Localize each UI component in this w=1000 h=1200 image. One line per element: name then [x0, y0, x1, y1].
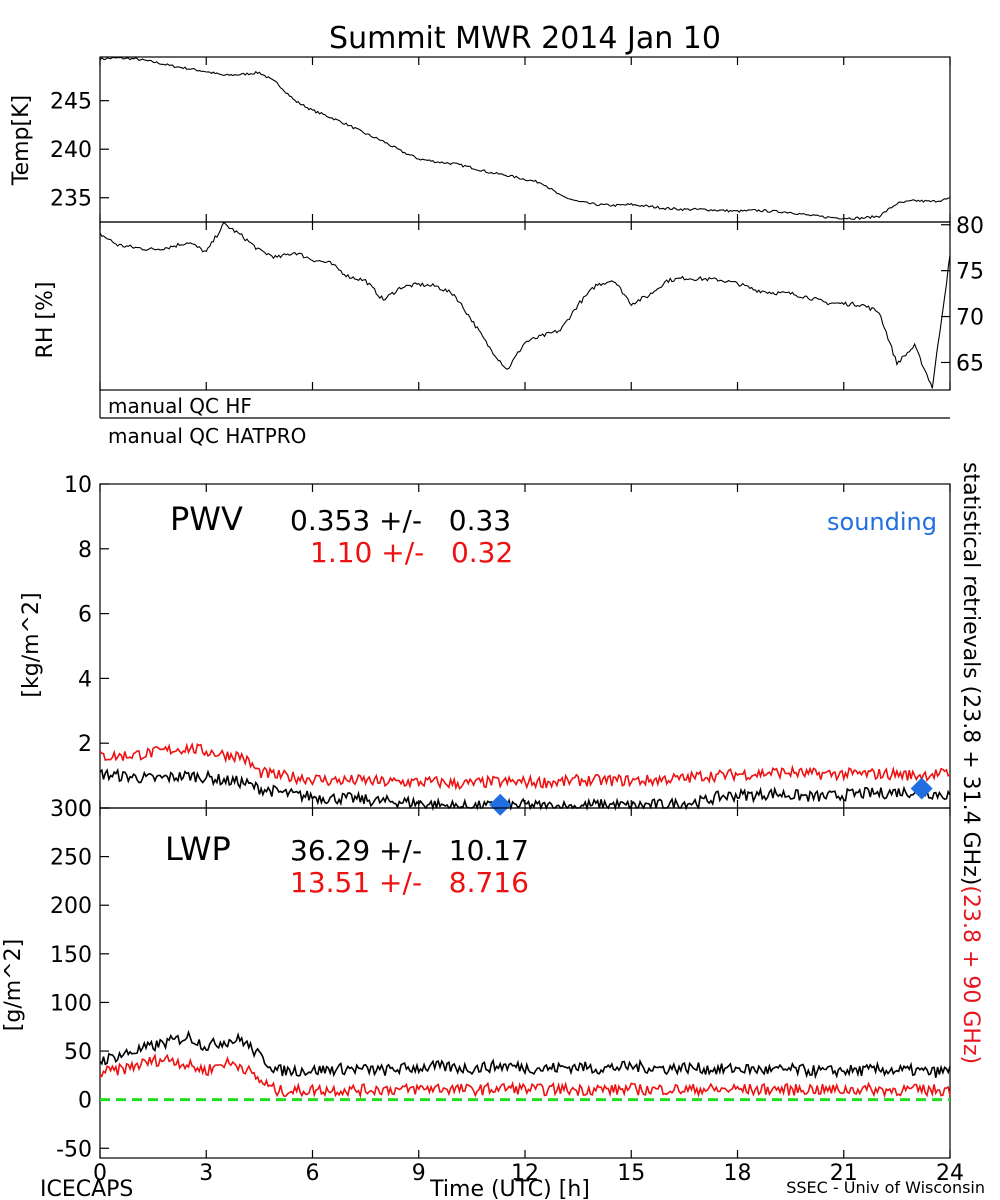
- y-tick-label: -50: [56, 1137, 92, 1162]
- y-tick-label: 300: [50, 797, 92, 822]
- series-line-black: [99, 56, 951, 220]
- lwp-annotation: LWP: [165, 830, 231, 868]
- series-line-black: [99, 1029, 951, 1080]
- sounding-legend: sounding: [827, 508, 937, 536]
- rh-series: [99, 221, 951, 389]
- temp-frame: [99, 56, 951, 223]
- x-axis-label: Time (UTC) [h]: [429, 1177, 590, 1200]
- temp-ylabel: Temp[K]: [9, 95, 34, 186]
- y-tick-label: 6: [78, 603, 92, 628]
- y-tick-label: 240: [50, 138, 92, 163]
- lwp-yticks: -50 0 50 100 150 200 250 300: [50, 797, 951, 1162]
- sounding-marker: [489, 793, 512, 816]
- sounding-marker: [910, 777, 933, 800]
- x-tick-label: 21: [830, 1161, 858, 1186]
- pwv-yticks: 0 2 4 6 8 10: [64, 473, 951, 822]
- pwv-ylabel: [kg/m^2]: [19, 592, 44, 697]
- x-tick-label: 12: [511, 1161, 539, 1186]
- pwv-series: [99, 741, 951, 812]
- y-tick-label: 245: [50, 90, 92, 115]
- series-line-red: [99, 741, 951, 791]
- y-tick-label: 50: [64, 1040, 92, 1065]
- pwv-stat-black: 0.353 +/- 0.33: [290, 504, 511, 537]
- qc-label-hatpro: manual QC HATPRO: [108, 424, 306, 448]
- temp-series: [99, 56, 951, 220]
- x-tick-label: 24: [936, 1161, 964, 1186]
- rh-panel: RH [%] 65 70 75 80: [33, 214, 984, 391]
- y-tick-label: 100: [50, 991, 92, 1016]
- footer-right: SSEC - Univ of Wisconsin: [786, 1178, 985, 1197]
- x-tick-label: 15: [617, 1161, 645, 1186]
- chart-title: Summit MWR 2014 Jan 10: [329, 21, 721, 56]
- y-tick-label: 0: [78, 1089, 92, 1114]
- rh-yticks: 65 70 75 80: [99, 214, 984, 390]
- y-tick-label: 70: [956, 306, 984, 331]
- pwv-panel: [kg/m^2] 0 2 4 6 8 10 PWV 0.353 +/- 0.33 1.10…: [19, 473, 951, 822]
- series-line-black: [99, 221, 951, 389]
- temp-panel: Temp[K] 235 240 245: [9, 56, 951, 223]
- temp-yticks: 235 240 245: [50, 57, 951, 222]
- pwv-soundings: [489, 777, 933, 816]
- qc-label-hf: manual QC HF: [108, 394, 252, 418]
- y-tick-label: 200: [50, 894, 92, 919]
- pwv-stat-red: 1.10 +/- 0.32: [310, 536, 513, 569]
- y-tick-label: 0: [78, 797, 92, 822]
- series-line-red: [99, 1053, 951, 1099]
- x-tick-label: 18: [724, 1161, 752, 1186]
- x-tick-label: 6: [306, 1161, 320, 1186]
- y-tick-label: 235: [50, 187, 92, 212]
- side-label-black: statistical retrievals (23.8 + 31.4 GHz): [958, 462, 983, 885]
- y-tick-label: 8: [78, 538, 92, 563]
- lwp-series: [99, 1029, 951, 1099]
- y-tick-label: 75: [956, 260, 984, 285]
- side-label-red: (23.8 + 90 GHz): [958, 885, 983, 1064]
- footer-left: ICECAPS: [40, 1177, 133, 1200]
- x-tick-label: 9: [412, 1161, 426, 1186]
- qc-rows: manual QC HF manual QC HATPRO: [99, 390, 950, 448]
- x-axis-ticks: 0 3 6 9 12 15 18 21 24: [93, 1161, 964, 1186]
- lwp-ylabel: [g/m^2]: [1, 939, 26, 1031]
- pwv-annotation: PWV: [170, 500, 243, 538]
- y-tick-label: 4: [78, 667, 92, 692]
- series-line-black: [99, 767, 951, 812]
- y-tick-label: 10: [64, 473, 92, 498]
- rh-ylabel: RH [%]: [33, 282, 58, 359]
- x-tick-label: 3: [199, 1161, 213, 1186]
- x-tick-label: 0: [93, 1161, 107, 1186]
- side-label: statistical retrievals (23.8 + 31.4 GHz)…: [958, 462, 983, 1064]
- rh-frame: [99, 221, 951, 391]
- y-tick-label: 250: [50, 846, 92, 871]
- y-tick-label: 150: [50, 943, 92, 968]
- lwp-panel: [g/m^2] -50 0 50 100 150 200 250 300 LWP 36.29 …: [1, 797, 951, 1162]
- y-tick-label: 65: [956, 351, 984, 376]
- y-tick-label: 80: [956, 214, 984, 239]
- lwp-stat-black: 36.29 +/- 10.17: [290, 834, 529, 867]
- lwp-stat-red: 13.51 +/- 8.716: [290, 866, 529, 899]
- y-tick-label: 2: [78, 732, 92, 757]
